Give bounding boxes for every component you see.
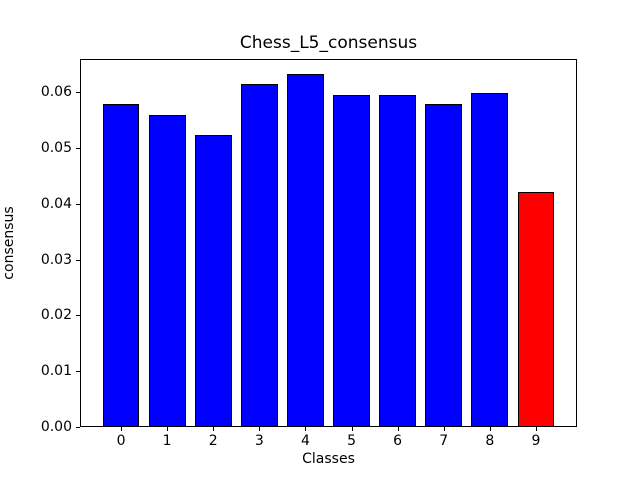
y-tick-label: 0.00 [40, 419, 72, 435]
bar-class-4 [287, 73, 324, 426]
x-tick-mark [259, 427, 261, 431]
y-tick-label: 0.06 [40, 84, 72, 101]
y-tick-label: 0.02 [40, 307, 72, 324]
y-tick-mark [76, 148, 80, 150]
x-tick-mark [489, 427, 491, 431]
y-tick-mark [76, 427, 80, 428]
x-tick-mark [213, 427, 215, 431]
y-tick-mark [76, 92, 80, 94]
x-tick-label: 9 [531, 433, 541, 449]
x-axis-label: Classes [302, 451, 355, 467]
x-tick-mark [305, 427, 307, 431]
x-tick-mark [121, 427, 123, 431]
y-tick-mark [76, 371, 80, 373]
x-tick-label: 7 [439, 433, 449, 449]
y-tick-mark [76, 203, 80, 205]
bar-class-8 [471, 92, 509, 426]
y-axis-label: consensus [1, 206, 17, 280]
bar-class-1 [148, 114, 186, 426]
x-tick-mark [167, 427, 169, 431]
x-tick-mark [397, 427, 399, 431]
y-tick-label: 0.04 [40, 195, 72, 212]
x-tick-mark [443, 427, 445, 431]
x-tick-mark [351, 427, 353, 431]
bar-class-9 [517, 191, 555, 426]
x-tick-label: 0 [116, 433, 126, 449]
x-tick-label: 1 [162, 433, 172, 449]
x-tick-label: 5 [347, 433, 356, 449]
x-tick-label: 8 [485, 433, 495, 449]
bar-class-3 [240, 83, 278, 426]
chart-title: Chess_L5_consensus [239, 33, 418, 53]
bar-class-0 [102, 104, 140, 426]
x-tick-label: 3 [254, 433, 264, 449]
y-tick-label: 0.05 [40, 140, 72, 157]
bar-class-6 [379, 95, 417, 426]
bar-class-7 [425, 104, 463, 426]
y-tick-label: 0.01 [40, 363, 72, 380]
x-tick-label: 6 [393, 433, 403, 449]
x-tick-label: 2 [208, 433, 218, 449]
y-tick-mark [76, 315, 80, 317]
bar-class-2 [194, 134, 232, 426]
y-tick-label: 0.03 [40, 251, 72, 268]
bar-class-5 [333, 95, 370, 426]
y-tick-mark [76, 259, 80, 261]
x-tick-label: 4 [300, 433, 310, 449]
x-tick-mark [535, 427, 537, 431]
plot-area [80, 59, 577, 427]
